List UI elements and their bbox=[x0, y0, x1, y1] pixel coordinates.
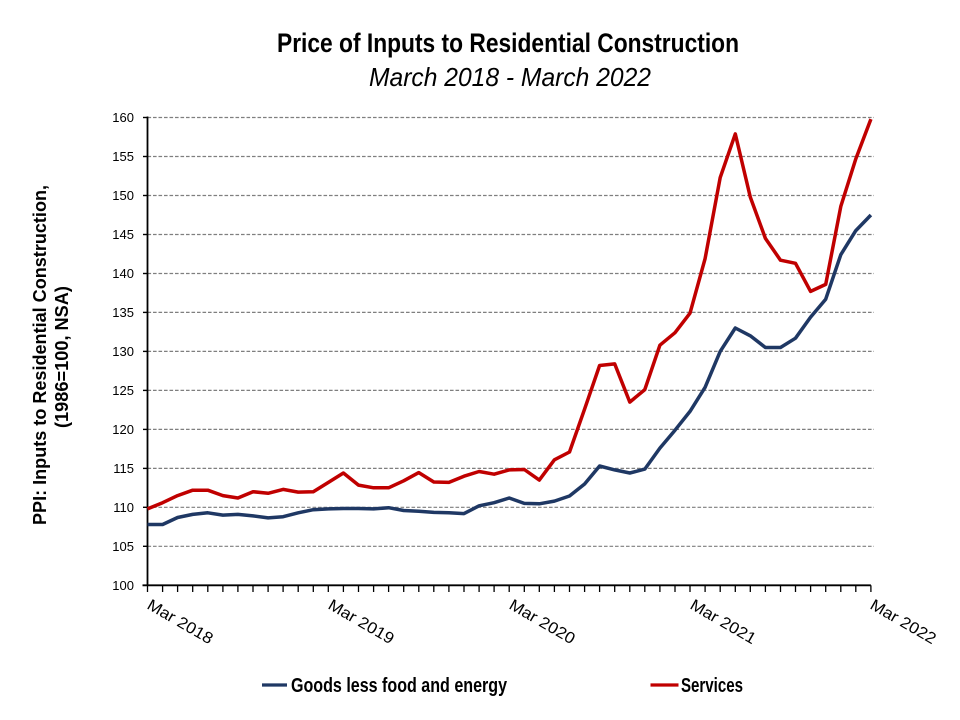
svg-text:135: 135 bbox=[112, 305, 134, 320]
svg-text:March 2018 - March 2022: March 2018 - March 2022 bbox=[369, 62, 651, 92]
svg-text:115: 115 bbox=[113, 461, 134, 476]
svg-text:160: 160 bbox=[112, 110, 134, 125]
svg-text:Goods less food and energy: Goods less food and energy bbox=[291, 675, 508, 697]
svg-text:120: 120 bbox=[112, 422, 134, 437]
svg-text:PPI: Inputs to Residential Con: PPI: Inputs to Residential Construction, bbox=[30, 185, 50, 525]
svg-text:100: 100 bbox=[112, 578, 134, 593]
svg-text:145: 145 bbox=[112, 227, 134, 242]
svg-text:Services: Services bbox=[681, 675, 743, 697]
svg-text:150: 150 bbox=[112, 188, 134, 203]
svg-text:125: 125 bbox=[112, 383, 134, 398]
svg-text:140: 140 bbox=[112, 266, 134, 281]
svg-text:155: 155 bbox=[112, 149, 134, 164]
svg-text:(1986=100, NSA): (1986=100, NSA) bbox=[52, 286, 72, 428]
svg-text:130: 130 bbox=[112, 344, 134, 359]
svg-text:Price of Inputs to Residential: Price of Inputs to Residential Construct… bbox=[277, 28, 739, 58]
svg-text:110: 110 bbox=[113, 500, 134, 515]
svg-text:105: 105 bbox=[112, 539, 134, 554]
